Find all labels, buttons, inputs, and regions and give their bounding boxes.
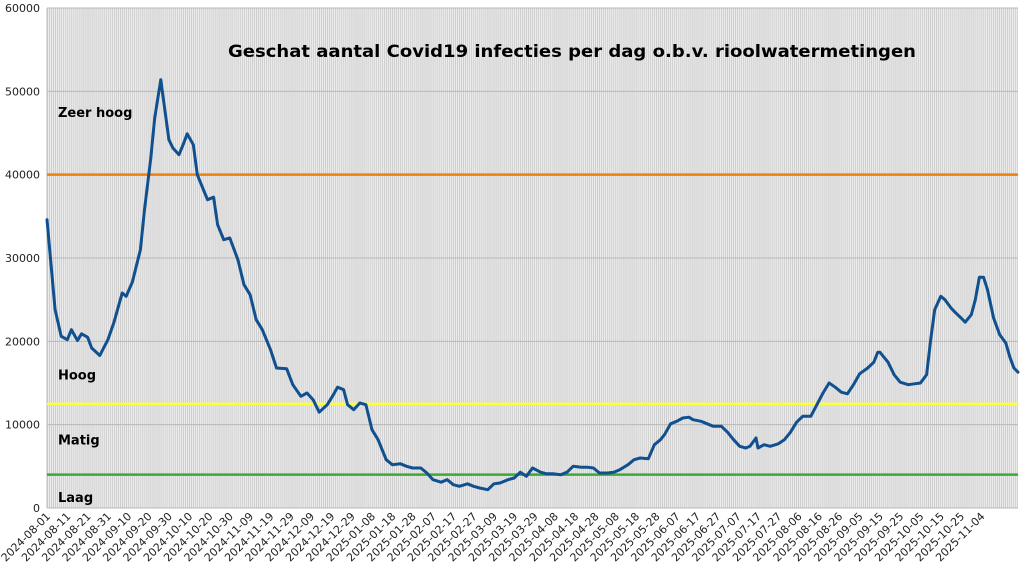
band-labels: Zeer hoog Hoog Matig Laag [58,106,132,506]
y-axis: 0 10000 20000 30000 40000 50000 60000 [5,2,48,515]
y-tick-label: 50000 [5,85,40,98]
y-tick-label: 60000 [5,2,40,15]
horizontal-gridlines [47,7,1018,509]
y-tick-label: 40000 [5,169,40,182]
y-tick-label: 30000 [5,252,40,265]
y-tick-label: 10000 [5,419,40,432]
series-line [45,78,1020,492]
band-label: Zeer hoog [58,106,132,121]
series [45,78,1020,492]
chart-title: Geschat aantal Covid19 infecties per dag… [228,42,916,62]
x-axis: 2024-08-012024-08-112024-08-212024-08-31… [0,510,988,564]
band-label: Laag [58,491,93,506]
band-label: Matig [58,434,100,449]
threshold-lines [47,173,1018,476]
y-tick-label: 0 [33,502,40,515]
band-label: Hoog [58,369,96,384]
y-tick-label: 20000 [5,335,40,348]
